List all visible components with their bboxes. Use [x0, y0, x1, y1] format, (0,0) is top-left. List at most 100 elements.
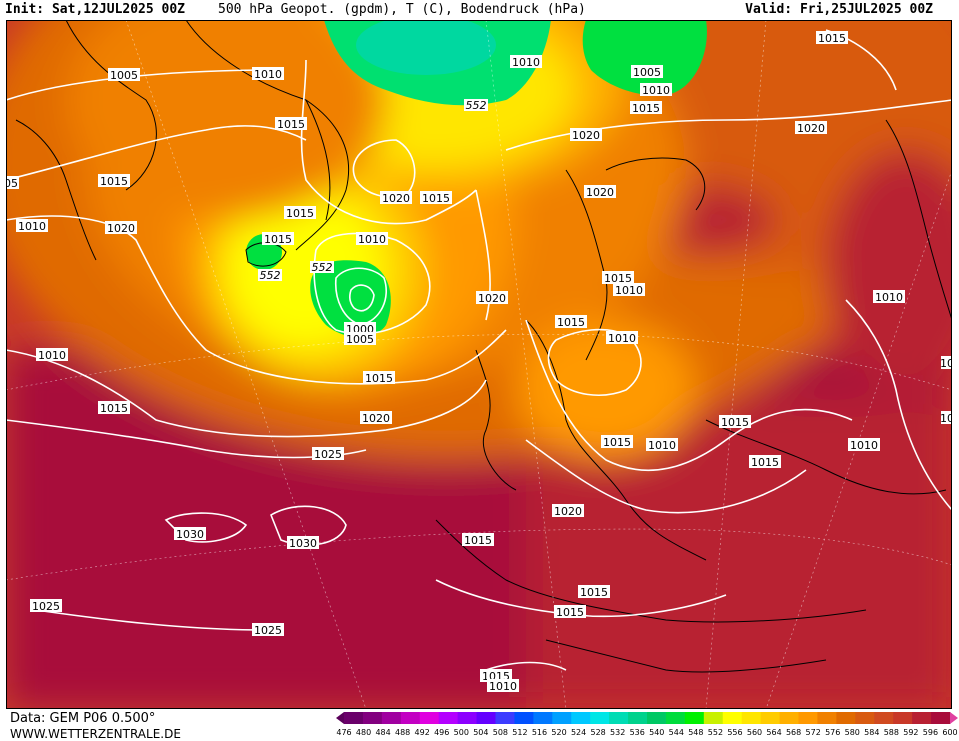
svg-text:1015: 1015 — [100, 175, 128, 188]
svg-text:552: 552 — [312, 261, 333, 274]
svg-text:552: 552 — [260, 269, 281, 282]
svg-text:05: 05 — [6, 177, 18, 190]
isobar-label: 1010 — [487, 679, 519, 693]
svg-text:1015: 1015 — [603, 436, 631, 449]
colorbar-swatch — [552, 712, 572, 724]
colorbar-swatch — [533, 712, 553, 724]
isobar-label: 1015 — [578, 585, 610, 599]
isobar-label: 1025 — [312, 447, 344, 461]
isobar-label: 10 — [940, 356, 952, 370]
low-arctic — [582, 20, 707, 96]
low-greenland-core — [356, 20, 496, 75]
isobar-label: 1015 — [816, 31, 848, 45]
colorbar-swatch — [893, 712, 913, 724]
colorbar-tick-label: 556 — [727, 728, 743, 737]
isobar-label: 1015 — [462, 533, 494, 547]
svg-text:1005: 1005 — [110, 69, 138, 82]
colorbar-swatch — [836, 712, 856, 724]
isobar-labels: 1005 1010 1015 1010 1005 1010 1015 1015 … — [6, 31, 952, 693]
colorbar-tick-label: 576 — [825, 728, 841, 737]
colorbar-tick-label: 504 — [473, 728, 489, 737]
svg-text:1015: 1015 — [580, 586, 608, 599]
colorbar-tick-label: 588 — [883, 728, 899, 737]
isobar-label: 10 — [940, 411, 952, 425]
colorbar-tick-label: 496 — [434, 728, 450, 737]
colorbar-tick-label: 524 — [570, 728, 587, 737]
svg-text:1015: 1015 — [721, 416, 749, 429]
svg-text:1010: 1010 — [358, 233, 386, 246]
isobar-label: 1015 — [363, 371, 395, 385]
svg-text:1020: 1020 — [586, 186, 614, 199]
svg-text:1005: 1005 — [633, 66, 661, 79]
isobar-label: 1020 — [380, 191, 412, 205]
isobar-label: 1010 — [356, 232, 388, 246]
svg-text:1015: 1015 — [100, 402, 128, 415]
data-source: Data: GEM P06 0.500° — [10, 711, 156, 726]
colorbar-swatch — [798, 712, 818, 724]
isobar-label: 1015 — [601, 435, 633, 449]
colorbar-swatch — [647, 712, 667, 724]
svg-text:1015: 1015 — [264, 233, 292, 246]
svg-text:1010: 1010 — [38, 349, 66, 362]
isobar-label: 1020 — [360, 411, 392, 425]
svg-text:1010: 1010 — [615, 284, 643, 297]
colorbar-swatch — [741, 712, 762, 724]
svg-text:1015: 1015 — [632, 102, 660, 115]
colorbar-arrow-right — [950, 712, 958, 724]
colorbar-tick-label: 492 — [414, 728, 430, 737]
svg-text:1015: 1015 — [604, 272, 632, 285]
colorbar-swatch — [457, 712, 478, 724]
colorbar-tick-label: 580 — [844, 728, 860, 737]
height-labels: 552 552 552 — [258, 99, 488, 282]
isobar-label: 1020 — [105, 221, 137, 235]
svg-text:1025: 1025 — [32, 600, 60, 613]
colorbar-tick-label: 540 — [649, 728, 665, 737]
colorbar-swatch — [381, 712, 402, 724]
isobar-label: 1015 — [275, 117, 307, 131]
svg-text:1025: 1025 — [314, 448, 342, 461]
isobar-label: 1015 — [630, 101, 662, 115]
colorbar-swatch — [931, 712, 951, 724]
isobar-label: 1025 — [252, 623, 284, 637]
isobar-label: 1020 — [570, 128, 602, 142]
svg-text:1015: 1015 — [751, 456, 779, 469]
isobar-label: 1030 — [287, 536, 319, 550]
colorbar-tick-label: 568 — [785, 728, 802, 737]
colorbar-swatch — [874, 712, 894, 724]
colorbar-tick-label: 484 — [375, 728, 391, 737]
isobar-label: 1015 — [262, 232, 294, 246]
map-frame — [6, 20, 952, 709]
isobar-label: 1010 — [848, 438, 880, 452]
isobar-label: 1030 — [174, 527, 206, 541]
svg-text:1020: 1020 — [382, 192, 410, 205]
height-label: 552 — [464, 99, 488, 112]
colorbar-swatch — [703, 712, 724, 724]
svg-text:1015: 1015 — [818, 32, 846, 45]
isobar-label: 1020 — [584, 185, 616, 199]
colorbar-swatch — [722, 712, 743, 724]
isobar-label: 1015 — [284, 206, 316, 220]
svg-text:1020: 1020 — [107, 222, 135, 235]
svg-text:1015: 1015 — [557, 316, 585, 329]
svg-text:1010: 1010 — [489, 680, 517, 693]
valid-time: Valid: Fri,25JUL2025 00Z — [745, 2, 933, 17]
isobar-label: 1005 — [108, 68, 140, 82]
website-link[interactable]: WWW.WETTERZENTRALE.DE — [10, 727, 181, 741]
isobar-label: 1005 — [344, 332, 376, 346]
colorbar-swatch — [760, 712, 781, 724]
colorbar-swatch — [628, 712, 648, 724]
colorbar — [336, 712, 958, 724]
colorbar-swatch — [419, 712, 440, 724]
colorbar-tick-label: 480 — [355, 728, 372, 737]
colorbar-tick-label: 592 — [903, 728, 919, 737]
svg-text:1015: 1015 — [556, 606, 584, 619]
svg-text:1010: 1010 — [608, 332, 636, 345]
svg-text:10: 10 — [940, 412, 952, 425]
colorbar-swatch — [514, 712, 534, 724]
svg-text:1025: 1025 — [254, 624, 282, 637]
colorbar-swatch — [438, 712, 459, 724]
svg-text:1020: 1020 — [797, 122, 825, 135]
colorbar-swatch — [817, 712, 837, 724]
chart-title: 500 hPa Geopot. (gpdm), T (C), Bodendruc… — [218, 2, 586, 17]
height-label: 552 — [258, 269, 282, 282]
